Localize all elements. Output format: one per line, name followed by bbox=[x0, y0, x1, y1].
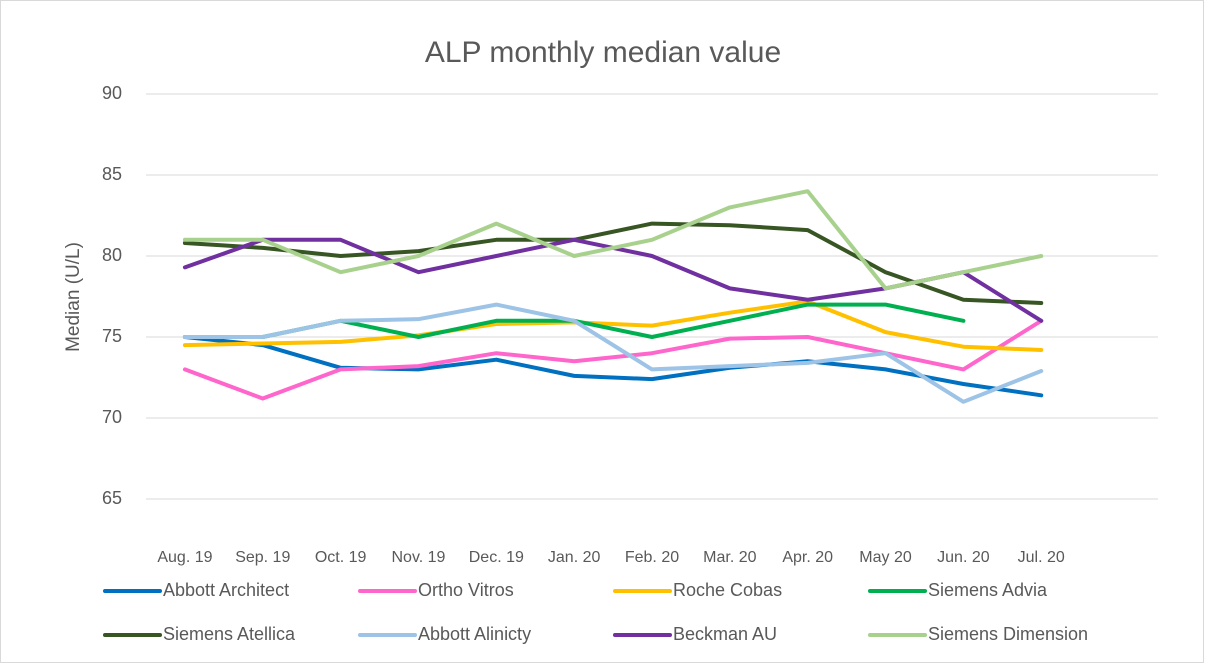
series-line bbox=[182, 221, 1044, 305]
x-tick-label: Nov. 19 bbox=[391, 549, 445, 566]
y-tick-label: 80 bbox=[102, 245, 122, 265]
x-tick-label: Jun. 20 bbox=[937, 549, 990, 566]
legend-label: Ortho Vitros bbox=[418, 580, 514, 600]
y-tick-label: 75 bbox=[102, 326, 122, 346]
y-tick-label: 90 bbox=[102, 83, 122, 103]
legend-label: Beckman AU bbox=[673, 624, 777, 644]
x-tick-label: Jan. 20 bbox=[548, 549, 601, 566]
x-tick-label: Dec. 19 bbox=[469, 549, 524, 566]
series-line bbox=[182, 299, 1044, 352]
legend-label: Abbott Architect bbox=[163, 580, 289, 600]
x-tick-label: Feb. 20 bbox=[625, 549, 679, 566]
legend-label: Siemens Atellica bbox=[163, 624, 296, 644]
y-tick-label: 65 bbox=[102, 488, 122, 508]
chart-title: ALP monthly median value bbox=[425, 36, 781, 69]
series-line bbox=[182, 189, 1044, 291]
y-tick-label: 85 bbox=[102, 164, 122, 184]
legend-label: Siemens Advia bbox=[928, 580, 1048, 600]
series-line bbox=[182, 318, 1044, 401]
x-tick-label: Aug. 19 bbox=[157, 549, 212, 566]
x-tick-label: Mar. 20 bbox=[703, 549, 756, 566]
x-tick-label: Oct. 19 bbox=[315, 549, 367, 566]
series-line bbox=[182, 302, 1044, 404]
x-tick-label: Apr. 20 bbox=[782, 549, 833, 566]
y-axis-label: Median (U/L) bbox=[63, 242, 84, 352]
legend-label: Siemens Dimension bbox=[928, 624, 1088, 644]
series-line bbox=[182, 335, 1044, 398]
y-tick-label: 70 bbox=[102, 407, 122, 427]
legend-label: Abbott Alinicty bbox=[418, 624, 531, 644]
x-tick-label: Sep. 19 bbox=[235, 549, 290, 566]
x-tick-label: Jul. 20 bbox=[1018, 549, 1065, 566]
legend-label: Roche Cobas bbox=[673, 580, 782, 600]
x-tick-label: May 20 bbox=[859, 549, 912, 566]
